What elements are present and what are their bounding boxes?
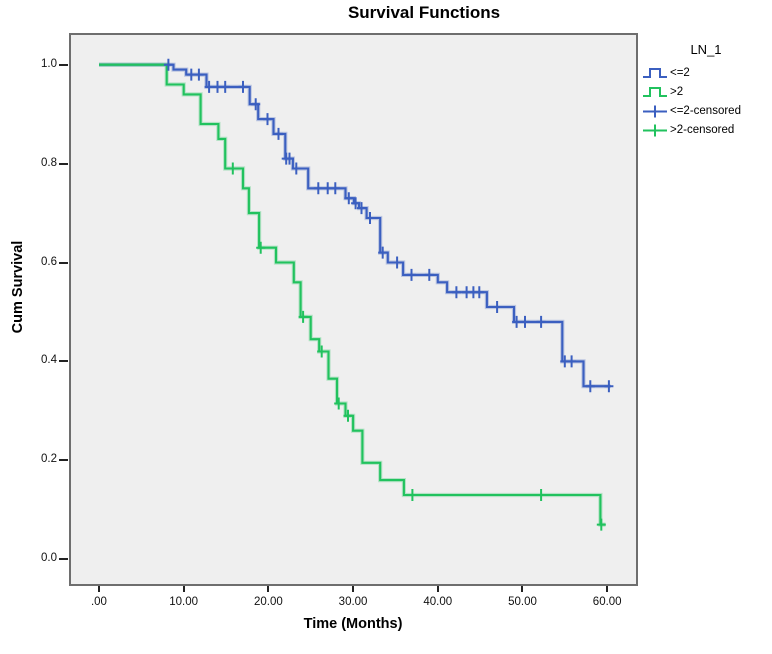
legend-item: >2-censored bbox=[642, 120, 772, 139]
x-tick-mark bbox=[606, 586, 609, 592]
legend-item: <=2 bbox=[642, 63, 772, 82]
y-tick-label: 0.8 bbox=[41, 156, 57, 169]
y-tick-label: 0.4 bbox=[41, 354, 57, 367]
y-tick-mark bbox=[59, 459, 68, 462]
survival-curve-halo-gt2 bbox=[99, 62, 606, 527]
legend-item-label: <=2-censored bbox=[670, 104, 741, 117]
plot-area bbox=[69, 33, 638, 586]
survival-curve-le2 bbox=[99, 63, 611, 388]
legend-item-label: >2-censored bbox=[670, 123, 735, 136]
legend-marker-path bbox=[643, 86, 667, 97]
censor-marks-le2 bbox=[163, 58, 614, 393]
x-tick-label: 60.00 bbox=[592, 596, 622, 608]
x-tick-mark bbox=[97, 586, 100, 592]
y-tick-mark bbox=[59, 360, 68, 363]
legend-censored-plus-icon bbox=[643, 124, 667, 136]
legend-marker-path bbox=[643, 67, 667, 78]
y-tick-label: 0.0 bbox=[41, 552, 57, 565]
legend-marker-path bbox=[643, 124, 667, 136]
y-tick-label: 1.0 bbox=[41, 57, 57, 70]
legend-item: >2 bbox=[642, 82, 772, 101]
legend-censored-plus-icon bbox=[643, 105, 667, 117]
y-axis-title: Cum Survival bbox=[10, 240, 26, 334]
y-tick-label: 0.6 bbox=[41, 255, 57, 268]
x-tick-label: 50.00 bbox=[508, 596, 537, 608]
legend-step-line-icon bbox=[643, 86, 667, 97]
y-tick-mark bbox=[59, 261, 68, 264]
x-tick-mark bbox=[182, 586, 185, 592]
legend-item-label: >2 bbox=[670, 85, 684, 98]
x-tick-mark bbox=[436, 586, 439, 592]
x-tick-mark bbox=[352, 586, 355, 592]
x-tick-label: 20.00 bbox=[253, 596, 283, 608]
x-tick-label: 40.00 bbox=[423, 596, 453, 608]
legend-item-label: <=2 bbox=[670, 66, 690, 79]
survival-curve-halo-le2 bbox=[99, 62, 611, 389]
legend-items: <=2 >2 <=2-censored >2-censored bbox=[642, 63, 772, 139]
legend-item: <=2-censored bbox=[642, 101, 772, 120]
x-tick-mark bbox=[521, 586, 524, 592]
y-tick-mark bbox=[59, 63, 68, 66]
chart-title: Survival Functions bbox=[347, 3, 501, 22]
legend-title: LN_1 bbox=[690, 42, 722, 57]
x-tick-label: 30.00 bbox=[338, 596, 368, 608]
y-tick-label: 0.2 bbox=[41, 453, 57, 466]
y-tick-mark bbox=[59, 558, 68, 561]
legend-step-line-icon bbox=[643, 67, 667, 78]
censor-marks-gt2 bbox=[228, 162, 606, 531]
survival-curve-gt2 bbox=[99, 63, 606, 526]
x-axis-title: Time (Months) bbox=[303, 616, 403, 632]
legend-marker-path bbox=[643, 105, 667, 117]
x-tick-mark bbox=[267, 586, 270, 592]
survival-plot-canvas bbox=[99, 58, 614, 531]
legend: LN_1 <=2 >2 <=2-censored >2-censored bbox=[642, 42, 772, 139]
y-tick-mark bbox=[59, 162, 68, 165]
x-tick-label: .00 bbox=[90, 596, 107, 608]
x-tick-label: 10.00 bbox=[169, 596, 199, 608]
